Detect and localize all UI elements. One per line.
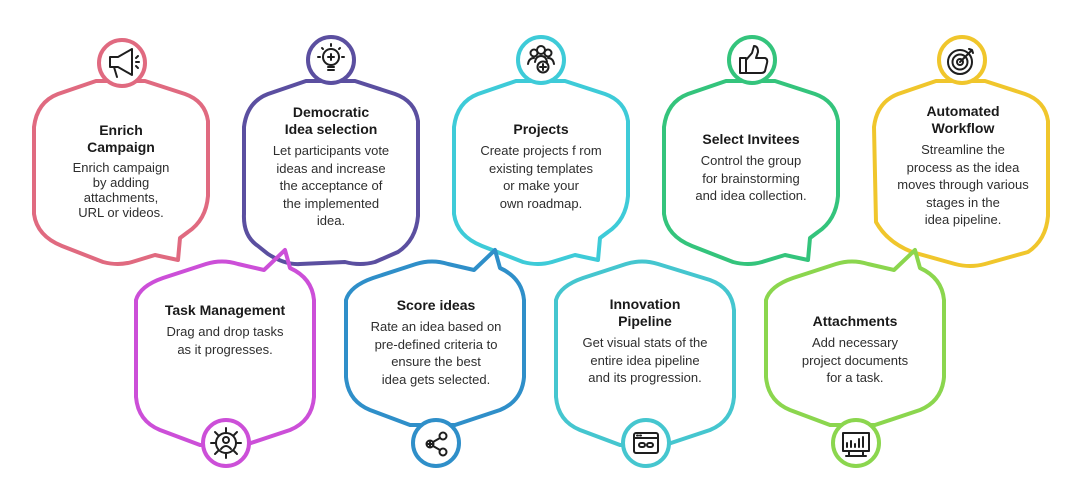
hexagon-enrich: [32, 79, 210, 266]
card-description: Control the group for brainstorming and …: [695, 153, 807, 203]
icon-circles: [97, 35, 987, 468]
card-description: Rate an idea based on pre-defined criter…: [370, 319, 502, 387]
card-title: Attachments: [812, 313, 898, 329]
hexagon-workflow: [872, 79, 1050, 268]
icon-circle-attachments: [831, 418, 881, 468]
card-title: Task Management: [164, 302, 286, 318]
hexagon-score: [344, 248, 526, 427]
share-plus-icon: [425, 431, 448, 457]
hexagon-attachments: [764, 248, 946, 427]
chart-board-icon: [842, 432, 870, 457]
card-description: Let participants vote ideas and increase…: [272, 143, 390, 228]
card-title: Score ideas: [396, 297, 476, 313]
card-description: Streamline the process as the idea moves…: [897, 142, 1029, 227]
card-workflow: Automated Workflow Streamline the proces…: [880, 103, 1046, 229]
team-add-icon: [527, 45, 555, 74]
icon-circle-pipeline: [621, 418, 671, 468]
card-pipeline: Innovation Pipeline Get visual stats of …: [558, 296, 732, 387]
megaphone-icon: [109, 48, 140, 78]
card-description: Add necessary project documents for a ta…: [801, 335, 909, 385]
card-description: Drag and drop tasks as it progresses.: [166, 324, 284, 357]
card-score: Score ideas Rate an idea based on pre-de…: [350, 297, 522, 388]
hexagon-pipeline: [554, 259, 736, 447]
card-invitees: Select Invitees Control the group for br…: [668, 131, 834, 205]
hexagon-task: [134, 248, 316, 447]
card-democratic: Democratic Idea selection Let participan…: [246, 104, 416, 230]
browser-link-icon: [633, 432, 659, 454]
card-title: Enrich Campaign: [87, 122, 155, 155]
lightbulb-icon: [317, 43, 345, 71]
hexagon-invitees: [662, 79, 840, 266]
card-description: Get visual stats of the entire idea pipe…: [582, 335, 708, 385]
icon-circle-projects: [516, 35, 566, 85]
card-task: Task Management Drag and drop tasks as i…: [140, 302, 310, 358]
target-icon: [947, 48, 974, 75]
icon-circle-enrich: [97, 38, 147, 88]
hexagon-democratic: [241, 79, 420, 267]
card-attachments: Attachments Add necessary project docume…: [770, 313, 940, 387]
thumbs-up-icon: [739, 45, 769, 74]
gear-user-icon: [210, 427, 242, 459]
card-title: Innovation Pipeline: [609, 296, 681, 329]
card-title: Democratic Idea selection: [284, 104, 378, 137]
card-title: Automated Workflow: [926, 103, 1000, 136]
card-enrich: Enrich Campaign Enrich campaign by addin…: [52, 122, 190, 220]
icon-circle-score: [411, 418, 461, 468]
hexagon-projects: [452, 79, 630, 266]
card-projects: Projects Create projects f rom existing …: [458, 121, 624, 212]
card-description: Enrich campaign by adding attachments, U…: [72, 160, 170, 220]
card-title: Select Invitees: [702, 131, 800, 147]
card-description: Create projects f rom existing templates…: [480, 143, 602, 211]
card-title: Projects: [513, 121, 569, 137]
